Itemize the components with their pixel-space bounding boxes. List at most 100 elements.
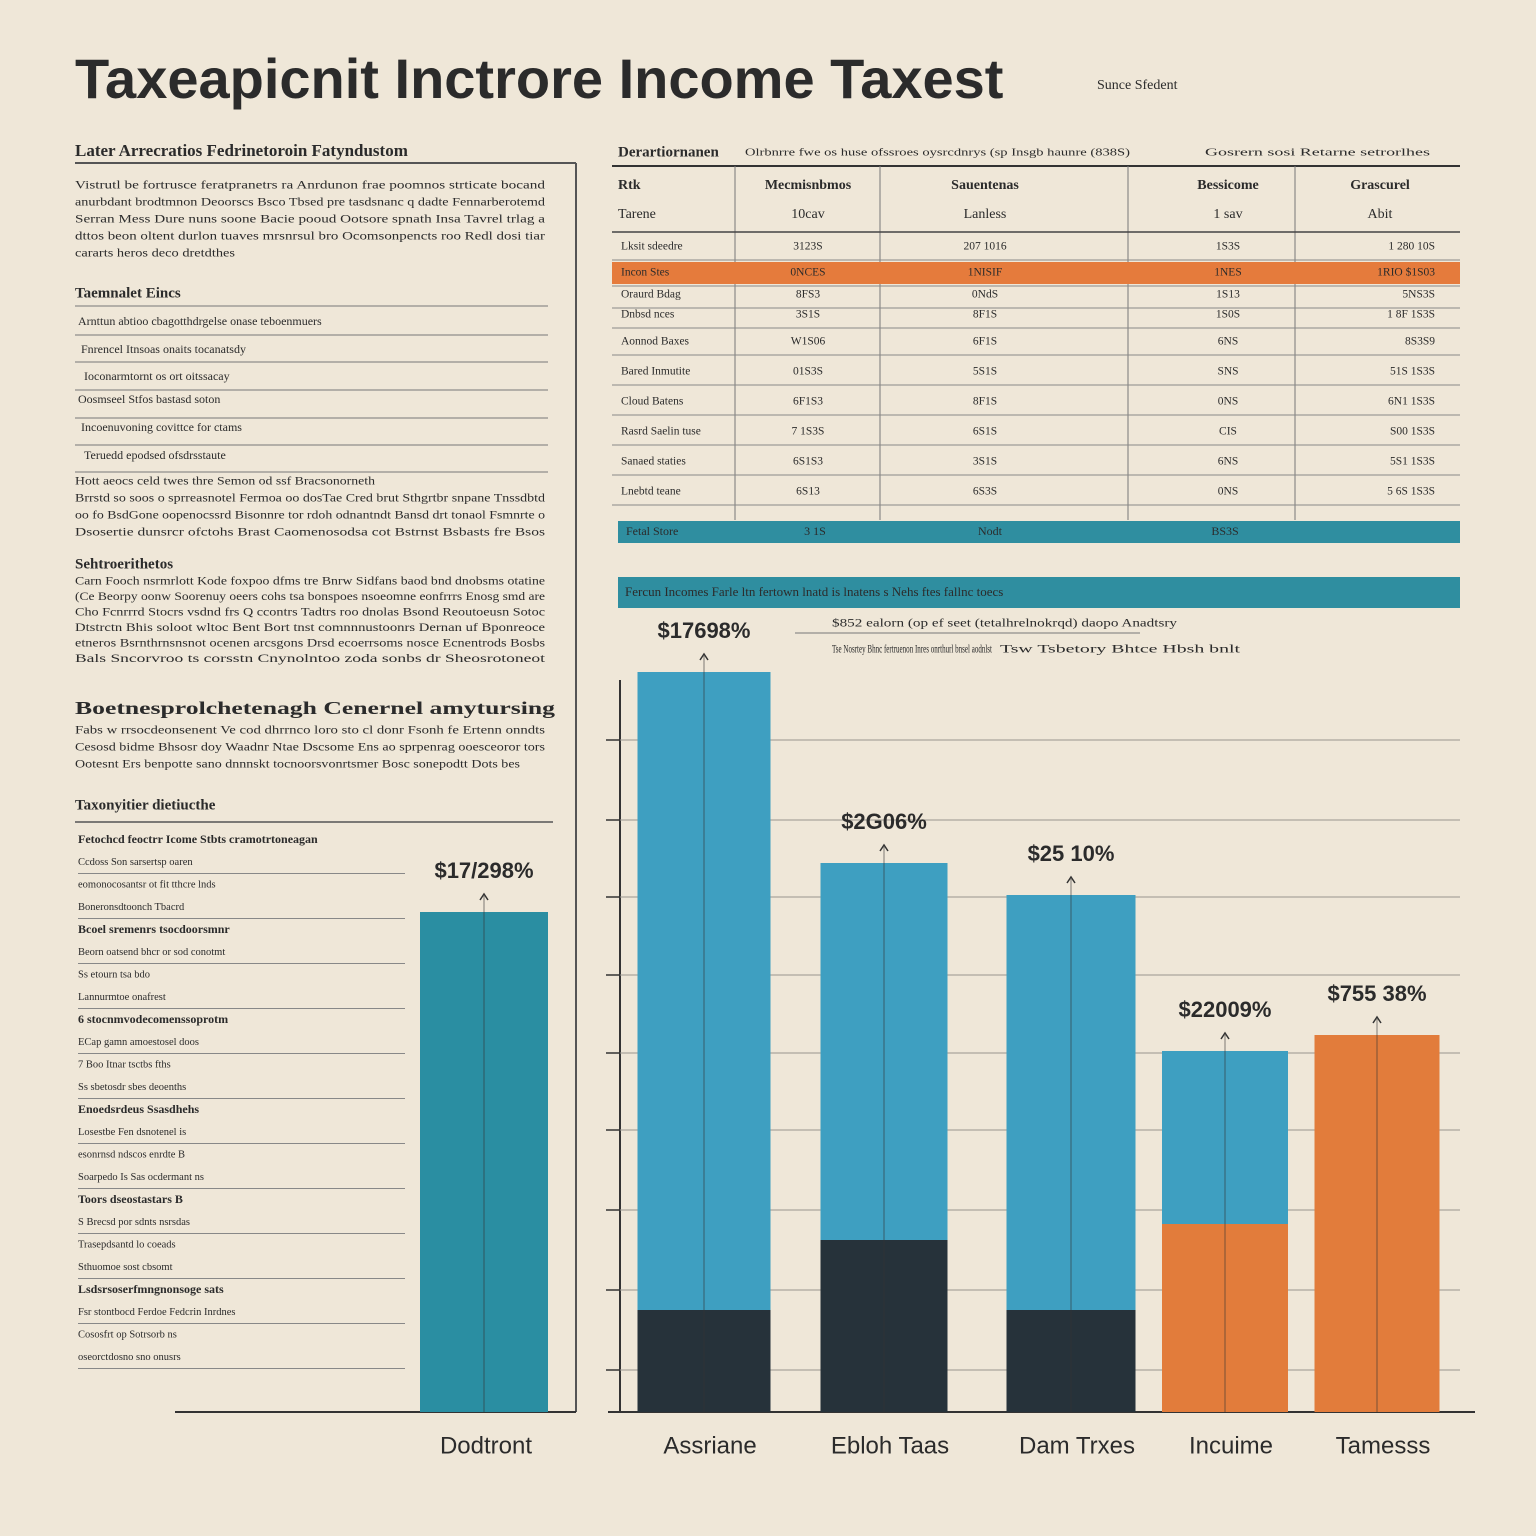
bar-arrow — [879, 843, 889, 852]
table-cell: 0NS — [1218, 486, 1238, 498]
table-cell: 5S1 1S3S — [1390, 456, 1435, 468]
bar-annotation: $2G06% — [841, 809, 927, 834]
table-cell: 6S1S3 — [793, 456, 823, 468]
table-cell: 1NES — [1214, 267, 1241, 279]
paragraph-line: oo fo BsdGone oopenocssrd Bisonnre tor r… — [75, 510, 545, 522]
table-cell: 6NS — [1218, 456, 1238, 468]
table-cell: 1S3S — [1216, 241, 1240, 253]
table-cell: 3S1S — [973, 456, 997, 468]
table-cell: Oraurd Bdag — [621, 289, 681, 301]
paragraph-line: Cho Fcnrrrd Stocrs vsdnd frs Q ccontrs T… — [75, 607, 545, 619]
table-cell: 6F1S — [973, 336, 997, 348]
table-cell: 1RIO $1S03 — [1377, 266, 1435, 279]
small-item: 7 Boo Itnar tsctbs fths — [78, 1059, 171, 1070]
paragraph-line: Vistrutl be fortrusce feratpranetrs ra A… — [75, 180, 545, 192]
table-cell: 5 6S 1S3S — [1387, 486, 1435, 498]
table-header: 1 sav — [1213, 207, 1242, 222]
table-cell: S00 1S3S — [1390, 426, 1435, 438]
table-cell: 1 280 10S — [1388, 241, 1435, 253]
bar-annotation: $22009% — [1179, 997, 1272, 1022]
section-heading: Later Arrecratios Fedrinetoroin Fatyndus… — [75, 141, 408, 160]
x-tick-label: Assriane — [663, 1432, 756, 1459]
paragraph-line: Fabs w rrsocdeonsenent Ve cod dhrrnco lo… — [75, 725, 546, 737]
table-header: 10cav — [791, 207, 824, 222]
paragraph-line: dttos beon oltent durlon tuaves mrsnrsul… — [75, 231, 545, 243]
paragraph-line: (Ce Beorpy oonw Soorenuy oeers cohs tsa … — [75, 591, 545, 603]
total-cell: Nodt — [978, 524, 1003, 538]
table-cell: 1S13 — [1216, 289, 1240, 301]
small-item: Sthuomoe sost cbsomt — [78, 1262, 173, 1273]
small-item: S Brecsd por sdnts nsrsdas — [78, 1217, 190, 1228]
x-tick-label: Ebloh Taas — [831, 1432, 949, 1459]
paragraph-line: Brrstd so soos o sprreasnotel Fermoa oo … — [75, 493, 545, 505]
table-cell: 1NISIF — [968, 267, 1003, 279]
list-item: Oosmseel Stfos bastasd soton — [78, 392, 220, 406]
paragraph-line: Ootesnt Ers benpotte sano dnnnskt tocnoo… — [75, 759, 521, 771]
table-cell: 6N1 1S3S — [1388, 396, 1435, 408]
small-item: esonrnsd ndscos enrdte B — [78, 1149, 185, 1160]
paragraph-line: anurbdant brodtmnon Deoorscs Bsco Tbsed … — [75, 197, 545, 209]
list-item: Ioconarmtornt os ort oitssacay — [84, 369, 230, 383]
table-note: Gosrern sosi Retarne setrorlhes — [1205, 147, 1430, 159]
paragraph-line: Dtstrctn Bhis soloot wltoc Bent Bort tns… — [75, 622, 545, 634]
table-cell: 6S3S — [973, 486, 997, 498]
table-cell: 0NCES — [790, 267, 825, 279]
small-item: Ss sbetosdr sbes deoenths — [78, 1082, 186, 1093]
total-cell: BS3S — [1211, 524, 1238, 538]
small-item: oseorctdosno sno onusrs — [78, 1352, 181, 1363]
list-item: Arnttun abtioo cbagotthdrgelse onase teb… — [78, 314, 322, 328]
small-item: Boneronsdtoonch Tbacrd — [78, 902, 185, 913]
table-cell: 5S1S — [973, 366, 997, 378]
table-header: Lanless — [964, 207, 1007, 222]
page-title: Taxeapicnit Inctrore Income Taxest — [75, 47, 1003, 110]
small-item: Beorn oatsend bhcr or sod conotmt — [78, 947, 225, 958]
table-cell: 8F1S — [973, 309, 997, 321]
small-item: Soarpedo Is Sas ocdermant ns — [78, 1172, 204, 1183]
table-cell: 8S3S9 — [1405, 336, 1435, 348]
table-cell: Cloud Batens — [621, 396, 684, 408]
small-item: Toors dseostastars B — [78, 1192, 183, 1206]
table-cell: Bared Inmutite — [621, 366, 690, 378]
table-header: Abit — [1368, 207, 1393, 222]
chart-note: Tsw Tsbetory Bhtce Hbsh bnlt — [1000, 644, 1241, 656]
table-cell: SNS — [1217, 366, 1238, 378]
table-cell: 6NS — [1218, 336, 1238, 348]
table-cell: 0NS — [1218, 396, 1238, 408]
table-cell: 1 8F 1S3S — [1387, 309, 1435, 321]
small-item: Fsr stontbocd Ferdoe Fedcrin Inrdnes — [78, 1307, 235, 1318]
bar-arrow — [479, 892, 489, 901]
bar-arrow — [1220, 1031, 1230, 1040]
small-item: Trasepdsantd lo coeads — [78, 1239, 176, 1250]
table-cell: 7 1S3S — [792, 426, 825, 438]
paragraph-line: Bals Sncorvroo ts corsstn Cnynolntoo zod… — [75, 653, 546, 665]
total-cell: 3 1S — [804, 524, 826, 538]
sub-heading: Sehtroerithetos — [75, 556, 173, 572]
paragraph-line: cararts heros deco dretdthes — [75, 248, 236, 260]
table-cell: 1S0S — [1216, 309, 1240, 321]
chart-banner: Fercun Incomes Farle ltn fertown lnatd i… — [625, 584, 1003, 599]
source-note: Sunce Sfedent — [1097, 78, 1178, 93]
bar-arrow — [1372, 1015, 1382, 1024]
paragraph-line: etneros Bsrnthrnsnsnot ocenen arcsgons D… — [75, 638, 546, 650]
table-cell: Lnebtd teane — [621, 486, 681, 498]
paragraph-line: Dsosertie dunsrcr ofctohs Brast Caomenos… — [75, 527, 546, 539]
table-cell: 6S1S — [973, 426, 997, 438]
small-item: Cososfrt op Sotrsorb ns — [78, 1329, 177, 1340]
paragraph-line: Hott aeocs celd twes thre Semon od ssf B… — [75, 476, 375, 488]
table-header: Grascurel — [1350, 178, 1410, 193]
sub-heading: Taemnalet Eincs — [75, 285, 181, 301]
small-item: Losestbe Fen dsnotenel is — [78, 1127, 186, 1138]
table-cell: Rasrd Saelin tuse — [621, 426, 701, 438]
table-cell: 3123S — [793, 241, 822, 253]
paragraph-line: Carn Fooch nsrmrlott Kode foxpoo dfms tr… — [75, 576, 545, 588]
chart-note: $852 ealorn (op ef seet (tetalhrelnokrqd… — [832, 617, 1177, 630]
table-cell: 0NdS — [972, 289, 998, 301]
table-cell: 51S 1S3S — [1390, 366, 1435, 378]
table-cell: 01S3S — [793, 366, 823, 378]
list-item: Teruedd epodsed ofsdrsstaute — [84, 448, 226, 462]
table-header: Mecmisnbmos — [765, 178, 852, 193]
small-item: Lsdsrsoserfmngnonsoge sats — [78, 1282, 224, 1296]
bar-arrow — [1066, 875, 1076, 884]
paragraph-line: Cesosd bidme Bhsosr doy Waadnr Ntae Dscs… — [75, 742, 546, 754]
